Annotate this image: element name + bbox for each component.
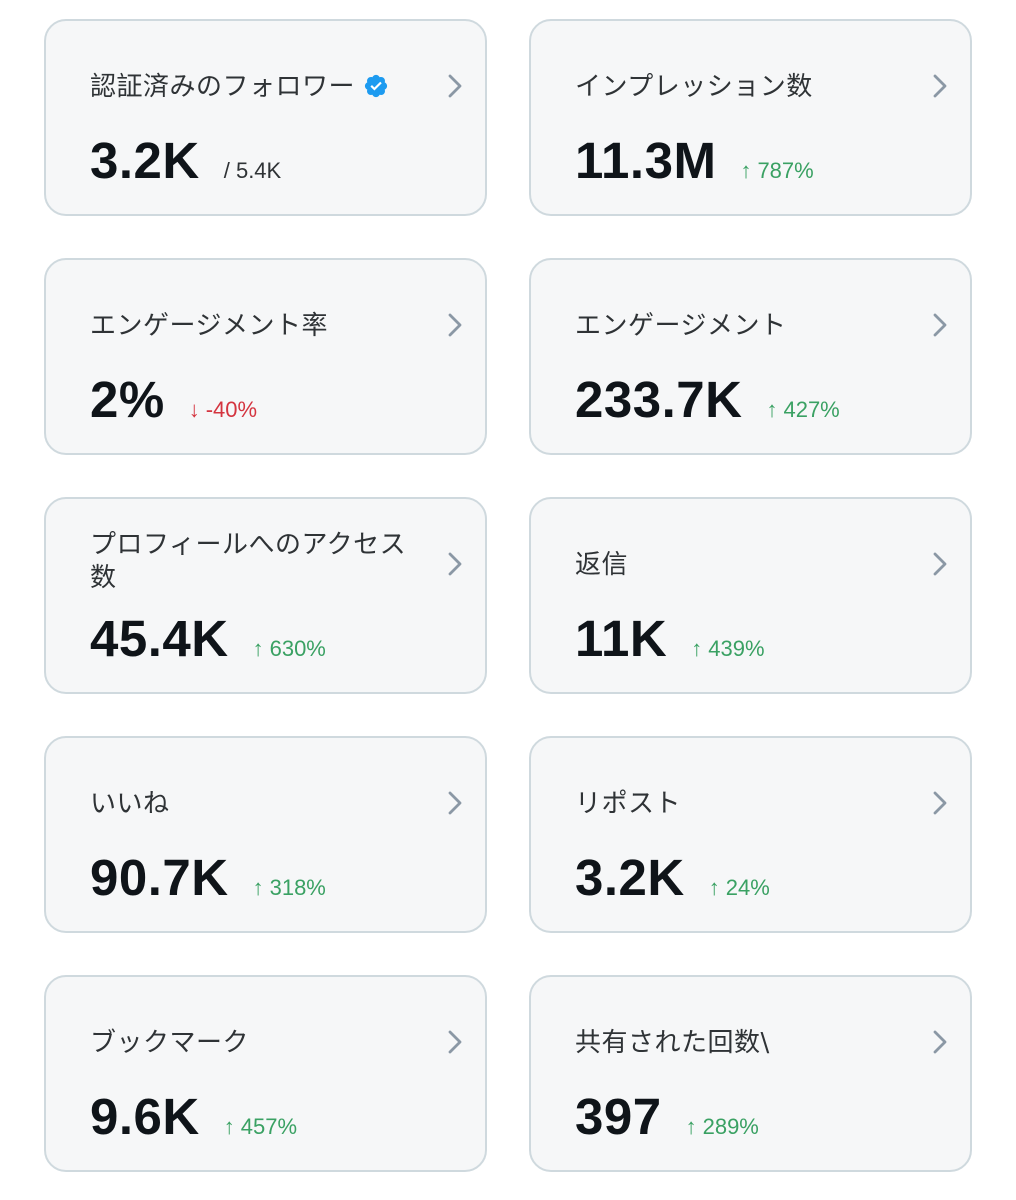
card-value-row: 397 ↑ 289% bbox=[575, 1087, 759, 1147]
chevron-right-icon bbox=[933, 313, 947, 337]
card-reposts[interactable]: リポスト 3.2K ↑ 24% bbox=[529, 736, 972, 933]
metric-value: 233.7K bbox=[575, 371, 743, 428]
card-title: ブックマーク bbox=[90, 1028, 250, 1058]
chevron-right-icon bbox=[933, 552, 947, 576]
change-percent: 787% bbox=[757, 158, 814, 183]
card-value-row: 90.7K ↑ 318% bbox=[90, 848, 326, 908]
change-percent: 427% bbox=[783, 397, 840, 422]
change-percent: 439% bbox=[708, 636, 765, 661]
chevron-right-icon bbox=[933, 74, 947, 98]
change-percent: 457% bbox=[240, 1114, 298, 1139]
chevron-right-icon bbox=[448, 791, 462, 815]
card-title: いいね bbox=[90, 789, 170, 819]
metric-change: ↑ 630% bbox=[253, 636, 326, 662]
card-engagement-rate[interactable]: エンゲージメント率 2% ↓ -40% bbox=[44, 258, 487, 455]
arrow-up-icon: ↑ bbox=[766, 397, 778, 422]
card-replies[interactable]: 返信 11K ↑ 439% bbox=[529, 497, 972, 694]
metric-change: ↑ 457% bbox=[224, 1114, 297, 1140]
arrow-up-icon: ↑ bbox=[252, 875, 264, 900]
metric-value: 9.6K bbox=[90, 1088, 200, 1145]
card-title-text: 認証済みのフォロワー bbox=[90, 72, 356, 102]
card-verified-followers[interactable]: 認証済みのフォロワー 3.2K / 5.4K bbox=[44, 19, 487, 216]
verified-badge-icon bbox=[364, 74, 388, 98]
card-impressions[interactable]: インプレッション数 11.3M ↑ 787% bbox=[529, 19, 972, 216]
metric-value: 45.4K bbox=[90, 610, 229, 667]
card-value-row: 3.2K ↑ 24% bbox=[575, 848, 770, 908]
metric-value: 3.2K bbox=[90, 132, 200, 189]
card-value-row: 11K ↑ 439% bbox=[575, 609, 765, 669]
chevron-right-icon bbox=[448, 313, 462, 337]
arrow-up-icon: ↑ bbox=[252, 636, 264, 661]
card-title: インプレッション数 bbox=[575, 72, 813, 102]
metric-change: ↑ 787% bbox=[740, 158, 813, 184]
arrow-up-icon: ↑ bbox=[708, 875, 720, 900]
card-value-row: 11.3M ↑ 787% bbox=[575, 131, 814, 191]
metric-change: ↑ 318% bbox=[253, 875, 326, 901]
card-value-row: 45.4K ↑ 630% bbox=[90, 609, 326, 669]
arrow-up-icon: ↑ bbox=[691, 636, 703, 661]
card-value-row: 233.7K ↑ 427% bbox=[575, 370, 840, 430]
card-shares[interactable]: 共有された回数\ 397 ↑ 289% bbox=[529, 975, 972, 1172]
arrow-down-icon: ↓ bbox=[188, 397, 200, 422]
metrics-grid: 認証済みのフォロワー 3.2K / 5.4K インプレッション数 11.3M ↑… bbox=[44, 19, 972, 1172]
card-bookmarks[interactable]: ブックマーク 9.6K ↑ 457% bbox=[44, 975, 487, 1172]
arrow-up-icon: ↑ bbox=[685, 1114, 697, 1139]
metric-value: 11.3M bbox=[575, 132, 717, 189]
card-value-row: 2% ↓ -40% bbox=[90, 370, 257, 430]
card-profile-visits[interactable]: プロフィールへのアクセス数 45.4K ↑ 630% bbox=[44, 497, 487, 694]
metric-change: ↑ 427% bbox=[766, 397, 839, 423]
card-title: 共有された回数\ bbox=[575, 1028, 770, 1058]
card-title: プロフィールへのアクセス数 bbox=[90, 530, 407, 593]
change-percent: 24% bbox=[725, 875, 770, 900]
card-engagements[interactable]: エンゲージメント 233.7K ↑ 427% bbox=[529, 258, 972, 455]
metric-change: ↓ -40% bbox=[189, 397, 257, 423]
card-value-row: 9.6K ↑ 457% bbox=[90, 1087, 297, 1147]
card-title: 返信 bbox=[575, 550, 629, 580]
chevron-right-icon bbox=[933, 791, 947, 815]
metric-value: 90.7K bbox=[90, 849, 229, 906]
chevron-right-icon bbox=[448, 74, 462, 98]
change-percent: 318% bbox=[269, 875, 326, 900]
metric-value: 2% bbox=[90, 371, 165, 428]
metric-change: ↑ 24% bbox=[709, 875, 770, 901]
card-value-row: 3.2K / 5.4K bbox=[90, 131, 281, 191]
metric-value: 11K bbox=[575, 610, 668, 667]
metric-total: / 5.4K bbox=[223, 158, 282, 183]
metric-value: 3.2K bbox=[575, 849, 685, 906]
card-likes[interactable]: いいね 90.7K ↑ 318% bbox=[44, 736, 487, 933]
metric-change: ↑ 439% bbox=[691, 636, 764, 662]
metric-change: ↑ 289% bbox=[686, 1114, 759, 1140]
chevron-right-icon bbox=[933, 1030, 947, 1054]
card-title: エンゲージメント bbox=[575, 311, 787, 341]
change-percent: 630% bbox=[269, 636, 326, 661]
card-title: 認証済みのフォロワー bbox=[90, 71, 430, 104]
card-title: エンゲージメント率 bbox=[90, 311, 328, 341]
change-percent: -40% bbox=[205, 397, 258, 422]
arrow-up-icon: ↑ bbox=[223, 1114, 235, 1139]
card-title: リポスト bbox=[575, 789, 682, 819]
arrow-up-icon: ↑ bbox=[740, 158, 752, 183]
chevron-right-icon bbox=[448, 1030, 462, 1054]
chevron-right-icon bbox=[448, 552, 462, 576]
metric-value: 397 bbox=[575, 1088, 662, 1145]
change-percent: 289% bbox=[702, 1114, 759, 1139]
